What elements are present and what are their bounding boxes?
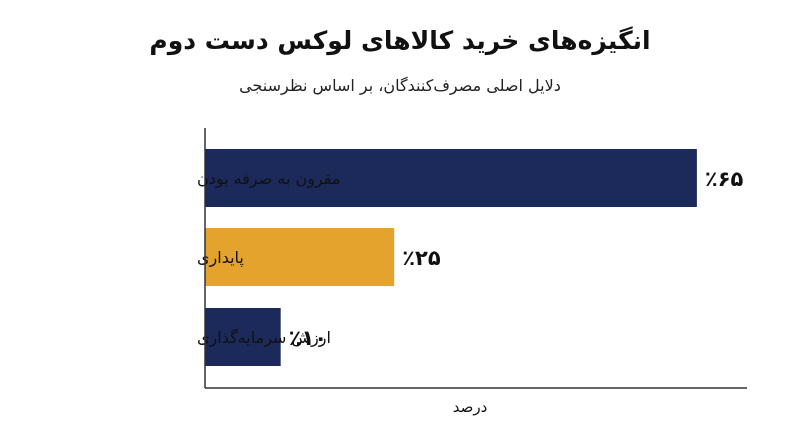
data-label: ٪۱۰ (289, 326, 327, 350)
chart-title: انگیزه‌های خرید کالاهای لوکس دست دوم (149, 26, 651, 55)
data-label: ٪۶۵ (705, 167, 744, 191)
chart-subtitle: دلایل اصلی مصرف‌کنندگان، بر اساس نظرسنجی (239, 76, 561, 95)
bar-3 (205, 308, 281, 366)
bar-1 (205, 149, 697, 207)
data-label: ٪۲۵ (402, 246, 441, 270)
category-label: پایداری (197, 248, 244, 268)
category-label: ارزش سرمایه‌گذاری (197, 328, 331, 348)
bar-2 (205, 228, 395, 286)
x-axis-label: درصد (452, 398, 488, 416)
category-label: مقرون به صرفه بودن (197, 169, 341, 189)
